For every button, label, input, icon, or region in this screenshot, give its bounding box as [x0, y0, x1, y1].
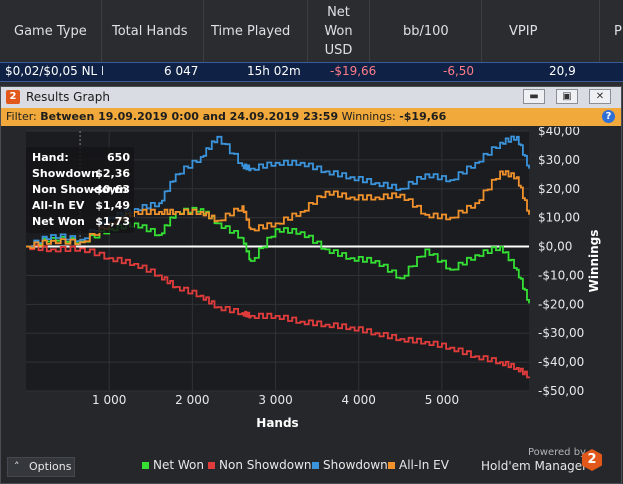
winnings-label: Winnings:: [341, 110, 396, 123]
tooltip-value: $2,36: [95, 167, 130, 180]
tooltip-value: 650: [107, 151, 130, 164]
tooltip-value: -$0,63: [90, 183, 130, 196]
legend-swatch: [142, 462, 149, 469]
chevron-up-icon: ˄: [14, 460, 20, 473]
options-label: Options: [29, 460, 72, 473]
legend-all-in-ev[interactable]: All-In EV: [388, 458, 449, 472]
legend-label: Showdown: [323, 458, 388, 472]
net-won-line-1: Net: [327, 4, 350, 20]
results-graph-window: 2 Results Graph ▬ ▣ ✕ Filter: Between 19…: [0, 86, 622, 484]
y-tick-label: $40,00: [538, 127, 580, 138]
x-axis-label: Hands: [256, 416, 298, 430]
x-tick-label: 3 000: [258, 393, 292, 407]
tooltip-label: Showdown: [32, 167, 99, 180]
col-header-pf[interactable]: PF: [614, 23, 623, 39]
hand-tooltip: Hand: 650 Showdown $2,36 Non Showdown -$0,63 A…: [26, 147, 134, 233]
legend-showdown[interactable]: Showdown: [312, 458, 388, 472]
tooltip-label: Net Won: [32, 215, 85, 228]
close-icon[interactable]: ✕: [589, 89, 611, 104]
filter-bar: Filter: Between 19.09.2019 0:00 and 24.0…: [1, 108, 621, 126]
table-row[interactable]: $0,02/$0,05 NL H 6 047 15h 02m -$19,66 -…: [0, 62, 623, 82]
y-tick-label: -$10,00: [538, 268, 584, 282]
col-header-vpip[interactable]: VPIP: [482, 0, 600, 62]
legend-swatch: [388, 462, 395, 469]
filter-label: Filter:: [6, 110, 37, 123]
col-header-time-played[interactable]: Time Played: [204, 0, 308, 62]
stats-table: Game Type Total Hands Time Played Net Wo…: [0, 0, 623, 85]
cell-total-hands: 6 047: [164, 64, 199, 78]
options-button[interactable]: ˄ Options: [7, 457, 75, 477]
tooltip-label: All-In EV: [32, 199, 85, 212]
col-header-net-won[interactable]: Net Won USD: [308, 0, 370, 62]
legend-swatch: [312, 462, 319, 469]
legend-net-won[interactable]: Net Won: [142, 458, 204, 472]
y-tick-label: $20,00: [538, 182, 580, 196]
brand-name: Hold'em Manager: [481, 459, 588, 473]
cell-bb100: -6,50: [443, 64, 475, 78]
legend-swatch: [208, 462, 215, 469]
tooltip-label: Hand:: [32, 151, 69, 164]
net-won-line-3: USD: [324, 42, 353, 58]
winnings-value: -$19,66: [399, 110, 447, 123]
col-header-bb100[interactable]: bb/100: [370, 0, 482, 62]
net-won-line-2: Won: [324, 23, 353, 39]
y-tick-label: $0,00: [538, 240, 572, 254]
hm2-logo-icon: 2: [6, 90, 20, 104]
series-line-non-showdown: [26, 244, 530, 379]
x-tick-label: 4 000: [342, 393, 376, 407]
x-tick-label: 2 000: [175, 393, 209, 407]
tooltip-value: $1,49: [95, 199, 130, 212]
y-tick-label: $10,00: [538, 211, 580, 225]
filter-text: Filter: Between 19.09.2019 0:00 and 24.0…: [6, 110, 446, 123]
window-title: Results Graph: [26, 90, 110, 104]
y-tick-label: -$30,00: [538, 326, 584, 340]
legend-non-showdown[interactable]: Non Showdown: [208, 458, 312, 472]
legend-label: All-In EV: [399, 458, 449, 472]
cell-time-played: 15h 02m: [247, 64, 301, 78]
cell-game-type: $0,02/$0,05 NL H: [5, 64, 103, 78]
tooltip-value: $1,73: [95, 215, 130, 228]
x-tick-label: 5 000: [425, 393, 459, 407]
y-axis-label: Winnings: [587, 230, 601, 293]
legend-label: Non Showdown: [219, 458, 312, 472]
tooltip-label: Non Showdown: [32, 183, 128, 196]
y-tick-label: -$20,00: [538, 297, 584, 311]
y-tick-label: -$50,00: [538, 384, 584, 398]
hm2-brand-logo: 2: [582, 449, 602, 471]
restore-icon[interactable]: ▣: [556, 89, 578, 104]
x-tick-label: 1 000: [92, 393, 126, 407]
minimize-icon[interactable]: ▬: [523, 89, 545, 104]
window-titlebar[interactable]: 2 Results Graph ▬ ▣ ✕: [1, 87, 621, 108]
col-header-game-type[interactable]: Game Type: [0, 0, 102, 62]
y-tick-label: $30,00: [538, 153, 580, 167]
cell-net-won: -$19,66: [330, 64, 377, 78]
powered-by-label: Powered by: [528, 447, 586, 458]
filter-range: Between 19.09.2019 0:00 and 24.09.2019 2…: [40, 110, 339, 123]
cell-vpip: 20,9: [549, 64, 576, 78]
help-icon[interactable]: ?: [602, 110, 615, 123]
legend-label: Net Won: [153, 458, 204, 472]
y-tick-label: -$40,00: [538, 355, 584, 369]
col-header-total-hands[interactable]: Total Hands: [102, 0, 204, 62]
